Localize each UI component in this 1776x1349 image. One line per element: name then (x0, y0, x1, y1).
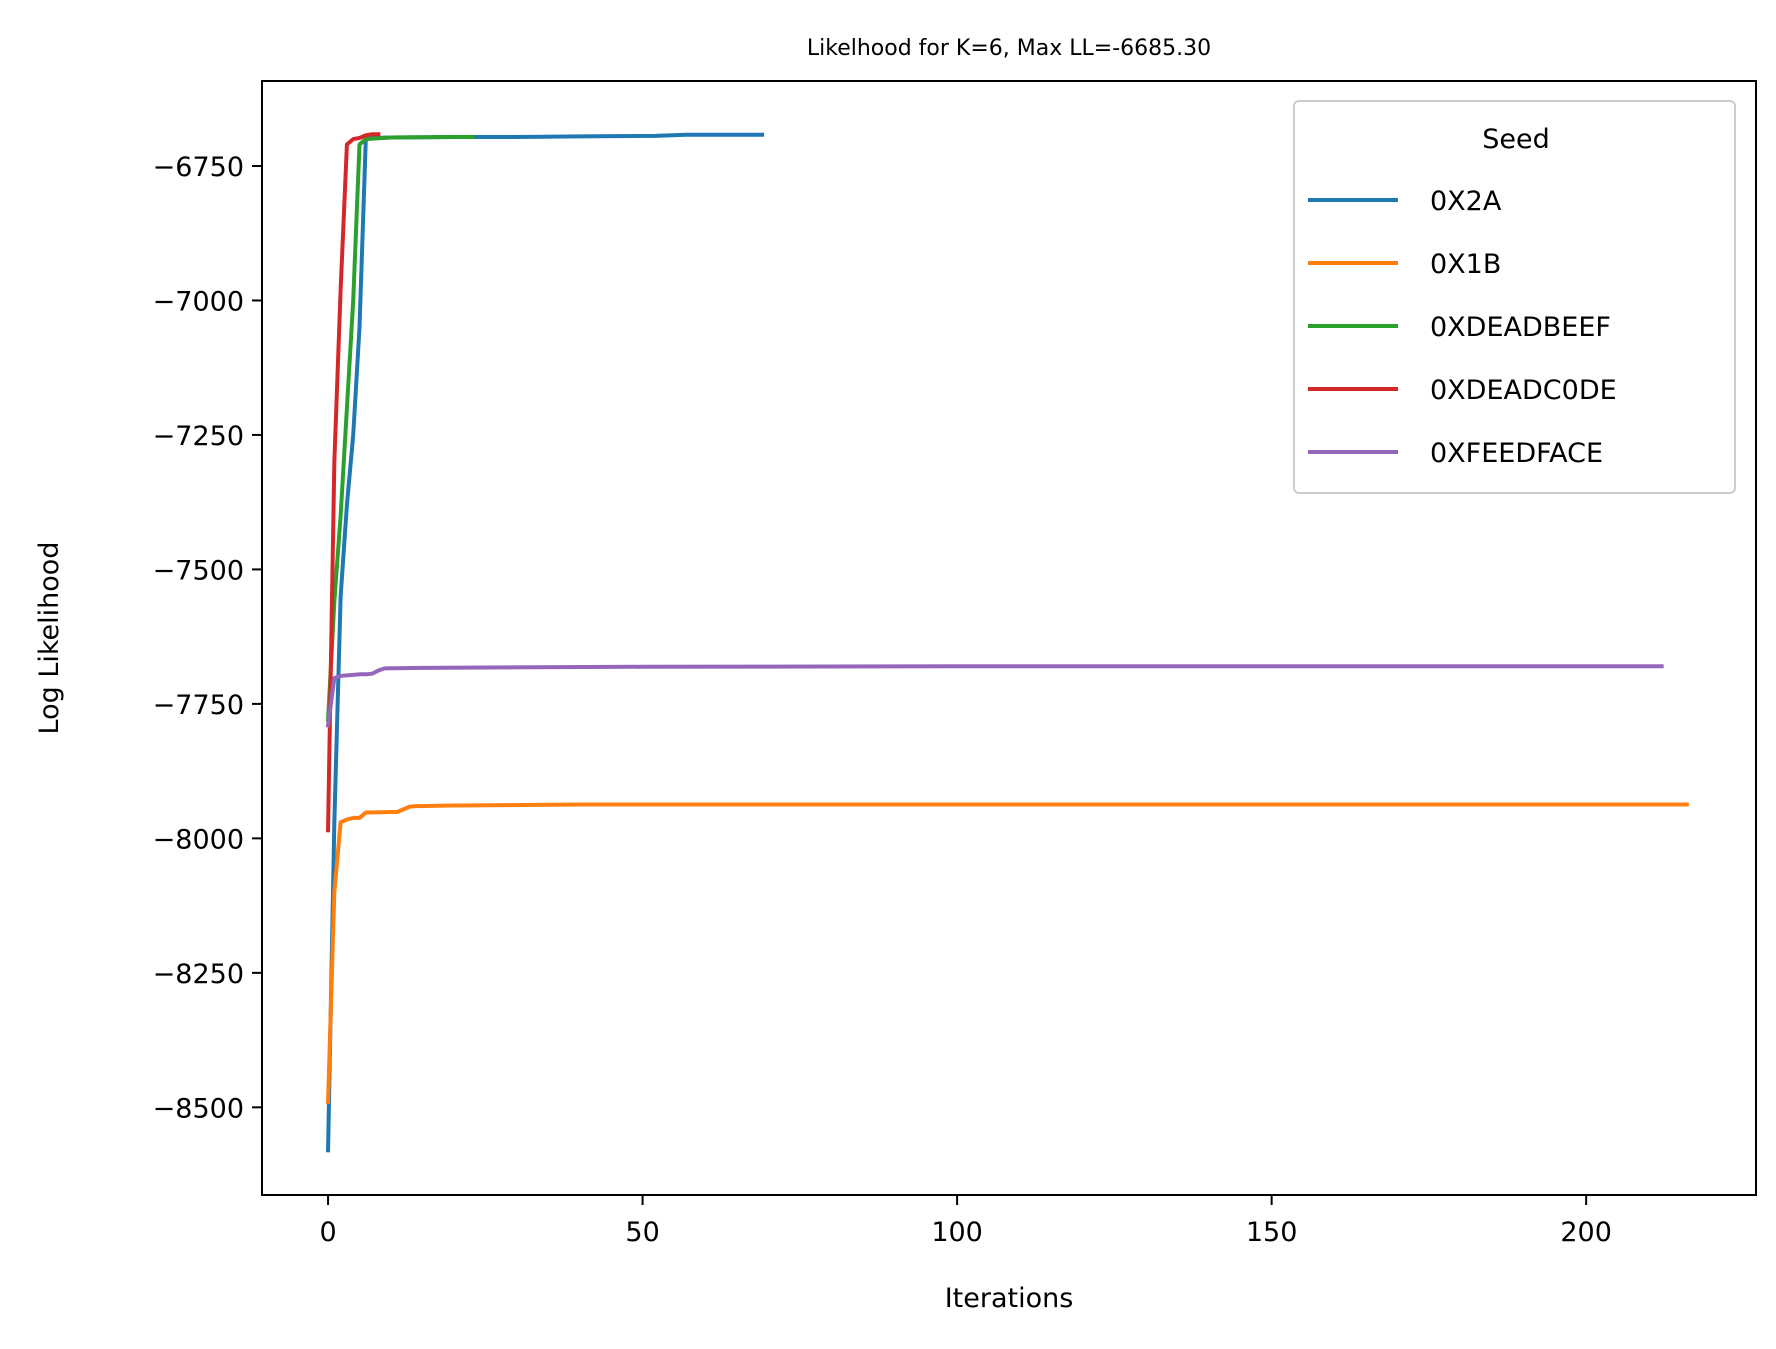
series-line-3 (326, 132, 381, 833)
chart-title: Likelhood for K=6, Max LL=-6685.30 (807, 36, 1211, 61)
series-line-4 (325, 664, 1664, 728)
y-tick-label: −8500 (153, 1093, 244, 1124)
plot-area-frame (261, 80, 1757, 1196)
legend-label-1: 0X1B (1430, 249, 1501, 280)
legend-label-4: 0XFEEDFACE (1430, 438, 1603, 469)
series-line-0 (326, 132, 765, 1153)
y-tick-label: −6750 (153, 152, 244, 183)
x-tick-label: 50 (625, 1217, 659, 1248)
series-line-2 (325, 134, 475, 723)
legend-label-0: 0X2A (1430, 186, 1502, 217)
legend-title: Seed (1482, 124, 1550, 155)
x-tick-label: 200 (1560, 1217, 1612, 1248)
y-tick-label: −8250 (153, 959, 244, 990)
x-tick-label: 0 (319, 1217, 336, 1248)
y-tick-label: −7250 (153, 421, 244, 452)
legend: Seed 0X2A 0X1B 0XDEADBEEF 0XDEADC0DE 0XFEEDF… (1293, 100, 1736, 494)
legend-label-2: 0XDEADBEEF (1430, 312, 1611, 343)
y-tick-label: −8000 (153, 824, 244, 855)
series-line-1 (325, 802, 1689, 1104)
y-tick-label: −7000 (153, 286, 244, 317)
y-tick-label: −7500 (153, 555, 244, 586)
x-tick-label: 100 (931, 1217, 983, 1248)
y-tick-label: −7750 (153, 690, 244, 721)
x-tick-label: 150 (1246, 1217, 1298, 1248)
legend-box (1293, 100, 1736, 494)
y-axis-label: Log Likelihood (34, 542, 65, 735)
x-axis-label: Iterations (945, 1283, 1074, 1314)
legend-label-3: 0XDEADC0DE (1430, 375, 1617, 406)
axes-ticks: 0 50 100 150 200 −6750 −7000 −7250 −7500 −7750 −80… (153, 152, 1612, 1248)
